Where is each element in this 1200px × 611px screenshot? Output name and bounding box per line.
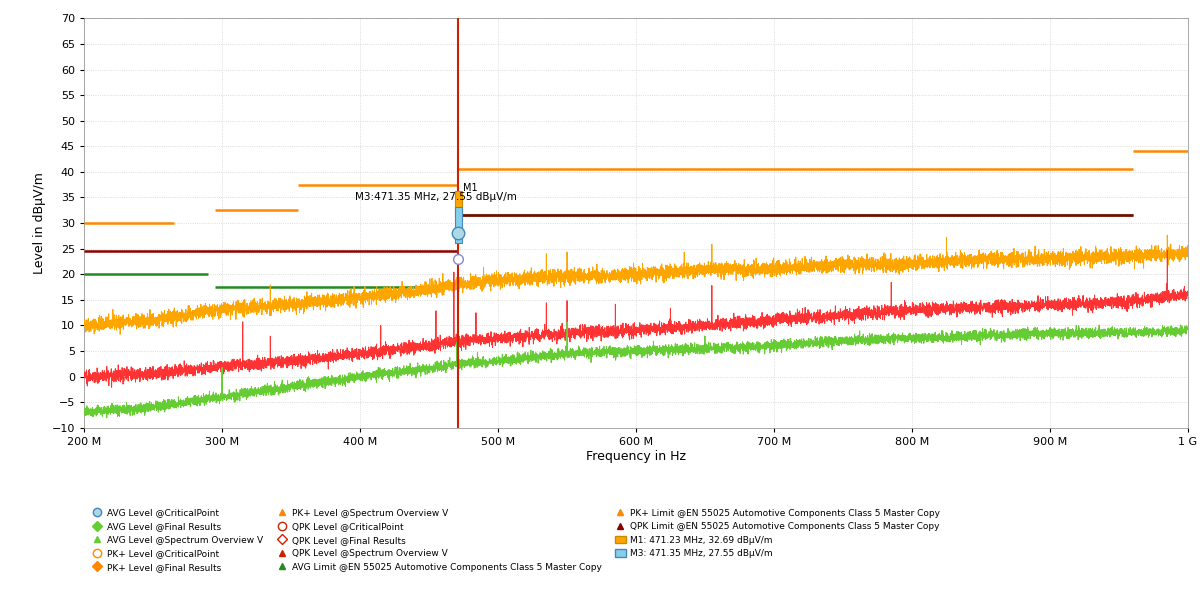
Y-axis label: Level in dBμV/m: Level in dBμV/m	[34, 172, 46, 274]
X-axis label: Frequency in Hz: Frequency in Hz	[586, 450, 686, 463]
Legend: AVG Level @CriticalPoint, AVG Level @Final Results, AVG Level @Spectrum Overview: AVG Level @CriticalPoint, AVG Level @Fin…	[89, 506, 943, 574]
Bar	[455, 207, 462, 243]
Text: M1: M1	[463, 183, 478, 193]
Bar	[455, 191, 462, 217]
Text: M3:471.35 MHz, 27.55 dBμV/m: M3:471.35 MHz, 27.55 dBμV/m	[355, 192, 517, 202]
